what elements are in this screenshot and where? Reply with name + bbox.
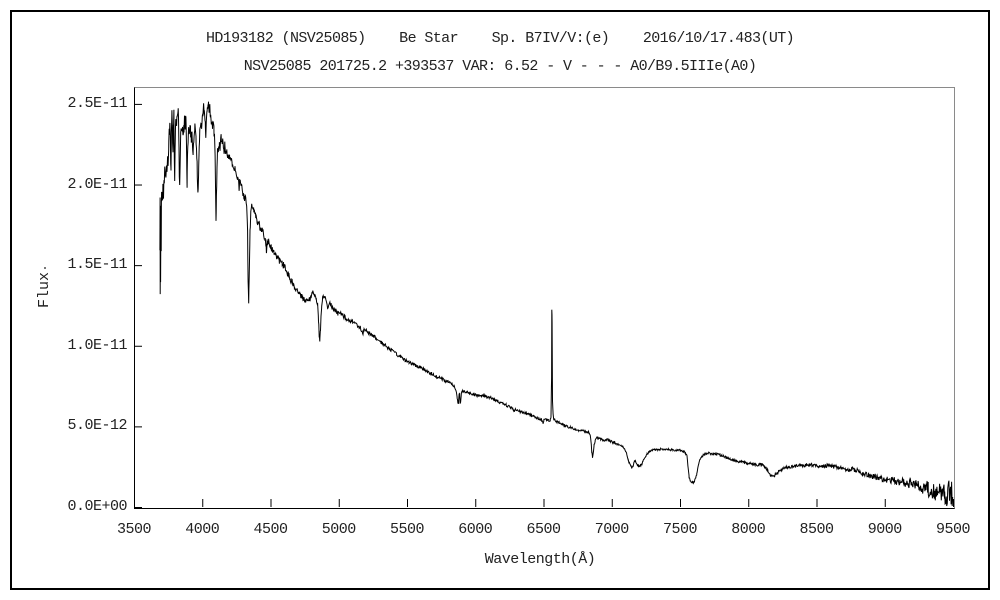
stray-dot-artifact <box>44 267 46 269</box>
y-tick-label-2.0E-11: 2.0E-11 <box>67 175 127 193</box>
chart-title-line-2: NSV25085 201725.2 +393537 VAR: 6.52 - V … <box>243 58 757 75</box>
x-tick-label-4500: 4500 <box>253 521 288 538</box>
chart-title-line-1: HD193182 (NSV25085) Be Star Sp. B7IV/V:(… <box>205 30 795 47</box>
x-tick-label-9500: 9500 <box>935 521 971 538</box>
y-axis-title-flux: Flux <box>36 272 53 309</box>
y-tick-label-5.0E-12: 5.0E-12 <box>67 417 127 435</box>
y-tick-label-1.0E-11: 1.0E-11 <box>67 336 127 354</box>
x-tick-label-8000: 8000 <box>731 521 766 538</box>
x-tick-label-5000: 5000 <box>321 521 357 538</box>
spectrum-svg <box>134 101 954 508</box>
x-tick-label-9000: 9000 <box>867 521 903 538</box>
y-tick-label-2.5E-11: 2.5E-11 <box>67 94 127 112</box>
x-tick-label-3500: 3500 <box>116 521 152 538</box>
plot-frame <box>134 87 955 509</box>
y-tick-label-0.0E+00: 0.0E+00 <box>67 498 127 515</box>
outer-border <box>10 10 990 590</box>
y-tick-label-1.5E-11: 1.5E-11 <box>67 256 127 274</box>
x-tick-label-7500: 7500 <box>662 521 698 538</box>
x-tick-label-4000: 4000 <box>185 521 220 538</box>
x-tick-label-8500: 8500 <box>799 521 834 538</box>
x-tick-label-7000: 7000 <box>594 521 630 538</box>
x-tick-label-6500: 6500 <box>526 521 561 538</box>
x-axis-title-wavelength: Wavelength(Å) <box>484 551 596 568</box>
x-tick-label-6000: 6000 <box>458 521 493 538</box>
spectrum-line <box>159 101 954 507</box>
x-tick-label-5500: 5500 <box>389 521 425 538</box>
